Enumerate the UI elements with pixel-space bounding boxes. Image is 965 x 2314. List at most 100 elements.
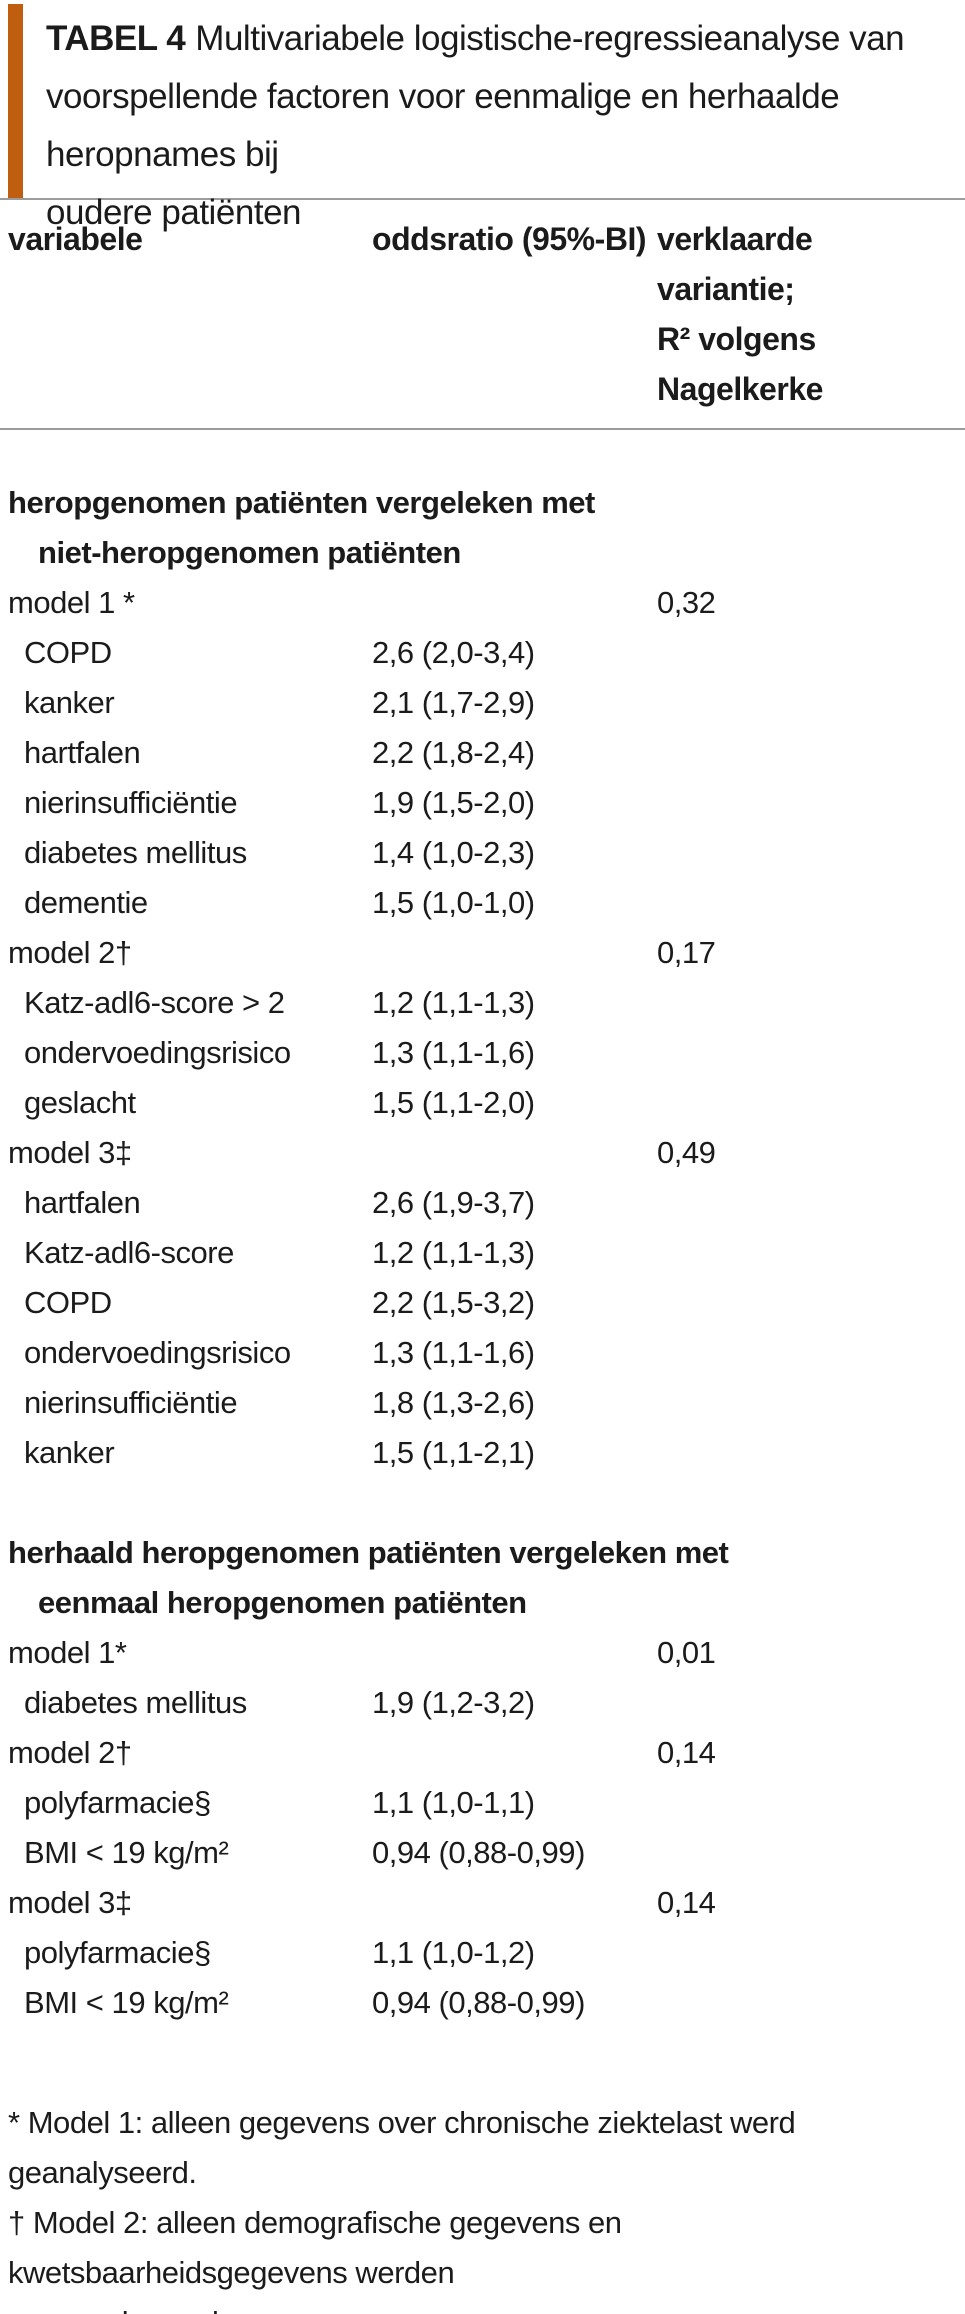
table-row: model 1* 0,01 (8, 1628, 957, 1678)
title-text-2: voorspellende factoren voor eenmalige en… (46, 77, 840, 174)
row-variance-value: 0,49 (657, 1135, 716, 1170)
row-variable-label: model 3‡ (8, 1885, 132, 1920)
section-heading-line: herhaald heropgenomen patiënten vergelek… (8, 1535, 729, 1570)
row-variable-label: model 3‡ (8, 1135, 132, 1170)
row-variance-value (657, 728, 957, 778)
table-row: Katz-adl6-score 1,2 (1,1-1,3) (8, 1228, 957, 1278)
row-oddsratio-value: 1,1 (1,0-1,1) (372, 1785, 535, 1820)
row-variance-value (657, 1328, 957, 1378)
row-variable-label: hartfalen (24, 1185, 141, 1220)
row-variable-label: polyfarmacie§ (24, 1785, 211, 1820)
section-heading: herhaald heropgenomen patiënten vergelek… (8, 1528, 957, 1628)
row-oddsratio-value: 1,2 (1,1-1,3) (372, 1235, 535, 1270)
table-row: BMI < 19 kg/m² 0,94 (0,88-0,99) (8, 1978, 957, 2028)
row-variable-label: Katz-adl6-score (24, 1235, 234, 1270)
title-block: TABEL 4 Multivariabele logistische-regres… (0, 0, 965, 232)
column-header-oddsratio: oddsratio (95%-BI) (372, 221, 647, 257)
footnote-line: geanalyseerd. (8, 2298, 957, 2314)
row-variance-value (657, 628, 957, 678)
table-row: model 3‡ 0,14 (8, 1878, 957, 1928)
row-variance-value (657, 1928, 957, 1978)
row-oddsratio-value (372, 1128, 657, 1178)
row-variable-label: diabetes mellitus (24, 1685, 247, 1720)
top-rule (0, 198, 965, 200)
row-oddsratio-value: 1,2 (1,1-1,3) (372, 985, 535, 1020)
row-oddsratio-value: 2,6 (1,9-3,7) (372, 1185, 535, 1220)
row-variance-value (657, 828, 957, 878)
header-rule (0, 428, 965, 430)
column-header-verklaarde-variantie-line-1: verklaarde variantie; (657, 221, 813, 307)
title-text-3: oudere patiënten (46, 193, 302, 232)
table-row: BMI < 19 kg/m² 0,94 (0,88-0,99) (8, 1828, 957, 1878)
row-variable-label: model 2† (8, 1735, 132, 1770)
row-oddsratio-value: 1,9 (1,2-3,2) (372, 1685, 535, 1720)
table-body: heropgenomen patiënten vergeleken met nie… (0, 430, 965, 2028)
table-title: TABEL 4 Multivariabele logistische-regres… (46, 4, 935, 232)
row-variance-value (657, 1378, 957, 1428)
row-variable-label: ondervoedingsrisico (24, 1035, 291, 1070)
row-variance-value: 0,32 (657, 585, 716, 620)
section-heading-line: eenmaal heropgenomen patiënten (38, 1585, 527, 1620)
row-variance-value (657, 1278, 957, 1328)
row-variance-value: 0,14 (657, 1735, 716, 1770)
row-oddsratio-value (372, 578, 657, 628)
row-variance-value (657, 1028, 957, 1078)
row-variable-label: dementie (24, 885, 148, 920)
footnote-line: † Model 2: alleen demografische gegevens… (8, 2205, 622, 2290)
row-variance-value (657, 1078, 957, 1128)
title-text-1: Multivariabele logistische-regressieanal… (195, 19, 905, 58)
table-row: nierinsufficiëntie 1,9 (1,5-2,0) (8, 778, 957, 828)
row-oddsratio-value: 2,6 (2,0-3,4) (372, 635, 535, 670)
row-variable-label: model 2† (8, 935, 132, 970)
table-row: ondervoedingsrisico 1,3 (1,1-1,6) (8, 1328, 957, 1378)
row-oddsratio-value: 1,8 (1,3-2,6) (372, 1385, 535, 1420)
row-oddsratio-value: 2,2 (1,8-2,4) (372, 735, 535, 770)
table-row: model 2† 0,14 (8, 1728, 957, 1778)
row-variable-label: hartfalen (24, 735, 141, 770)
row-variable-label: polyfarmacie§ (24, 1935, 211, 1970)
row-variance-value (657, 1778, 957, 1828)
row-variable-label: COPD (24, 1285, 112, 1320)
row-oddsratio-value: 1,3 (1,1-1,6) (372, 1035, 535, 1070)
row-oddsratio-value (372, 928, 657, 978)
row-variance-value: 0,14 (657, 1885, 716, 1920)
table-row: polyfarmacie§ 1,1 (1,0-1,1) (8, 1778, 957, 1828)
accent-bar (8, 4, 23, 198)
footnotes: * Model 1: alleen gegevens over chronisc… (0, 2028, 965, 2314)
table-row: hartfalen 2,2 (1,8-2,4) (8, 728, 957, 778)
table-row: hartfalen 2,6 (1,9-3,7) (8, 1178, 957, 1228)
row-oddsratio-value (372, 1728, 657, 1778)
row-variance-value (657, 1428, 957, 1478)
row-variable-label: COPD (24, 635, 112, 670)
table-row: model 2† 0,17 (8, 928, 957, 978)
row-variance-value: 0,17 (657, 935, 716, 970)
row-oddsratio-value: 0,94 (0,88-0,99) (372, 1835, 585, 1870)
table-row: COPD 2,6 (2,0-3,4) (8, 628, 957, 678)
row-variance-value (657, 1678, 957, 1728)
row-variable-label: geslacht (24, 1085, 136, 1120)
row-oddsratio-value (372, 1628, 657, 1678)
column-header-verklaarde-variantie: verklaarde variantie; R² volgens Nagelke… (657, 214, 957, 414)
row-variance-value (657, 1978, 957, 2028)
row-oddsratio-value: 1,5 (1,1-2,1) (372, 1435, 535, 1470)
row-variable-label: nierinsufficiëntie (24, 785, 238, 820)
row-variance-value: 0,01 (657, 1635, 716, 1670)
column-header-variabele: variabele (8, 221, 143, 257)
row-variable-label: BMI < 19 kg/m² (24, 1835, 229, 1870)
row-oddsratio-value: 1,1 (1,0-1,2) (372, 1935, 535, 1970)
table-number-label: TABEL 4 (46, 19, 186, 58)
row-variable-label: kanker (24, 685, 115, 720)
row-variance-value (657, 1228, 957, 1278)
row-variance-value (657, 978, 957, 1028)
section-heading-line: heropgenomen patiënten vergeleken met (8, 485, 595, 520)
table-row: model 1 * 0,32 (8, 578, 957, 628)
row-variance-value (657, 1828, 957, 1878)
column-header-verklaarde-variantie-line-2: R² volgens Nagelkerke (657, 321, 823, 407)
row-oddsratio-value: 1,9 (1,5-2,0) (372, 785, 535, 820)
table-row: dementie 1,5 (1,0-1,0) (8, 878, 957, 928)
column-headers: variabele oddsratio (95%-BI) verklaarde … (0, 200, 965, 428)
footnote-line: * Model 1: alleen gegevens over chronisc… (8, 2105, 796, 2190)
row-oddsratio-value: 1,5 (1,1-2,0) (372, 1085, 535, 1120)
row-variance-value (657, 878, 957, 928)
